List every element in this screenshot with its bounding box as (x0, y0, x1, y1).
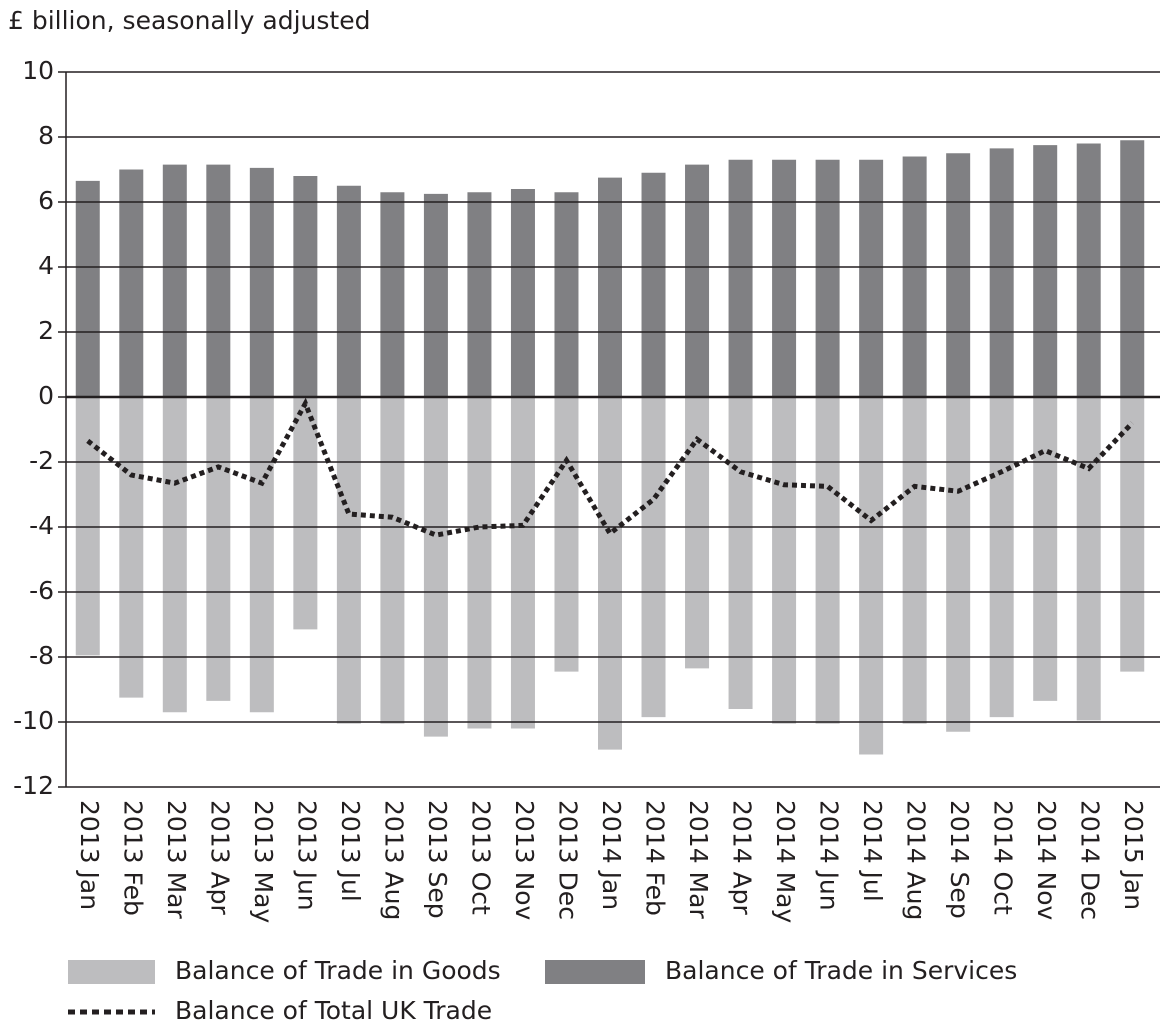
y-axis-label: £ billion, seasonally adjusted (8, 6, 370, 35)
bar (293, 397, 318, 630)
y-tick-label: -2 (29, 446, 54, 475)
bar (162, 164, 187, 397)
x-tick-label: 2013 Dec (553, 800, 582, 920)
x-tick-label: 2013 Jul (336, 800, 365, 902)
x-tick-label: 2013 Apr (205, 800, 234, 916)
bar (1120, 140, 1145, 397)
legend-swatch (545, 960, 645, 984)
bar (554, 397, 579, 672)
y-tick-label: 10 (22, 56, 54, 85)
bar (859, 159, 884, 397)
bar (598, 397, 622, 750)
bar (902, 156, 927, 397)
bar (249, 397, 274, 713)
bar (423, 193, 448, 397)
bar (293, 176, 318, 397)
y-tick-label: 4 (38, 251, 54, 280)
x-tick-label: 2013 Aug (379, 800, 408, 920)
bar (162, 397, 187, 713)
bar (336, 185, 361, 397)
y-tick-label: 8 (38, 121, 54, 150)
y-tick-label: 0 (38, 381, 54, 410)
x-tick-label: 2013 Oct (466, 800, 495, 915)
y-tick-label: -6 (29, 576, 54, 605)
x-tick-label: 2014 Mar (684, 800, 713, 919)
x-tick-label: 2014 Jun (815, 800, 844, 911)
x-tick-label: 2013 Jan (75, 800, 104, 910)
bar (641, 172, 666, 397)
bar (1120, 397, 1145, 672)
x-tick-label: 2013 Jun (292, 800, 321, 911)
y-tick-label: -12 (13, 771, 54, 800)
x-tick-label: 2014 Dec (1076, 800, 1105, 920)
x-tick-label: 2014 Aug (902, 800, 931, 920)
bar (249, 167, 274, 397)
x-tick-label: 2014 Jul (858, 800, 887, 902)
legend-label: Balance of Trade in Services (665, 956, 1017, 985)
bar (989, 148, 1014, 397)
y-tick-label: -8 (29, 641, 54, 670)
bar (206, 397, 231, 701)
bar (641, 397, 666, 718)
bar (467, 192, 492, 397)
bar (1033, 145, 1058, 397)
x-tick-label: 2014 Jan (597, 800, 626, 910)
bar (423, 397, 448, 737)
bar (989, 397, 1014, 718)
bar (510, 189, 535, 397)
bar (510, 397, 535, 729)
x-tick-label: 2015 Jan (1119, 800, 1148, 910)
bar (119, 169, 144, 397)
bar (728, 397, 753, 709)
y-tick-label: -4 (29, 511, 54, 540)
x-tick-label: 2013 May (249, 800, 278, 923)
x-tick-label: 2013 Nov (510, 800, 539, 921)
bar (380, 192, 405, 397)
x-tick-label: 2014 Apr (728, 800, 757, 916)
bar (815, 159, 840, 397)
x-tick-label: 2013 Sep (423, 800, 452, 919)
bar (554, 192, 579, 397)
legend-label: Balance of Total UK Trade (175, 996, 492, 1025)
x-tick-label: 2014 Nov (1032, 800, 1061, 921)
bar (859, 397, 884, 755)
bar (946, 153, 971, 397)
bar (772, 397, 797, 724)
x-tick-label: 2014 Oct (989, 800, 1018, 915)
legend-swatch (68, 960, 155, 984)
bar (728, 159, 753, 397)
x-tick-label: 2014 Sep (945, 800, 974, 919)
x-tick-label: 2014 Feb (641, 800, 670, 916)
line (86, 397, 1135, 538)
bar (685, 164, 710, 397)
bar (1033, 397, 1058, 701)
bar (336, 397, 361, 724)
bar (75, 397, 100, 656)
bar (75, 180, 100, 397)
x-tick-label: 2014 May (771, 800, 800, 923)
bar (772, 159, 797, 397)
y-tick-label: -10 (13, 706, 54, 735)
bar (119, 397, 144, 698)
bar (598, 177, 622, 397)
bar (815, 397, 840, 724)
bar (206, 164, 231, 397)
bar (467, 397, 492, 729)
bar (1076, 143, 1101, 397)
y-tick-label: 2 (38, 316, 54, 345)
bar (902, 397, 927, 724)
y-tick-label: 6 (38, 186, 54, 215)
x-tick-label: 2013 Mar (162, 800, 191, 919)
legend-label: Balance of Trade in Goods (175, 956, 501, 985)
bar (946, 397, 971, 732)
x-tick-label: 2013 Feb (118, 800, 147, 916)
bar (380, 397, 405, 724)
bar (1076, 397, 1101, 721)
